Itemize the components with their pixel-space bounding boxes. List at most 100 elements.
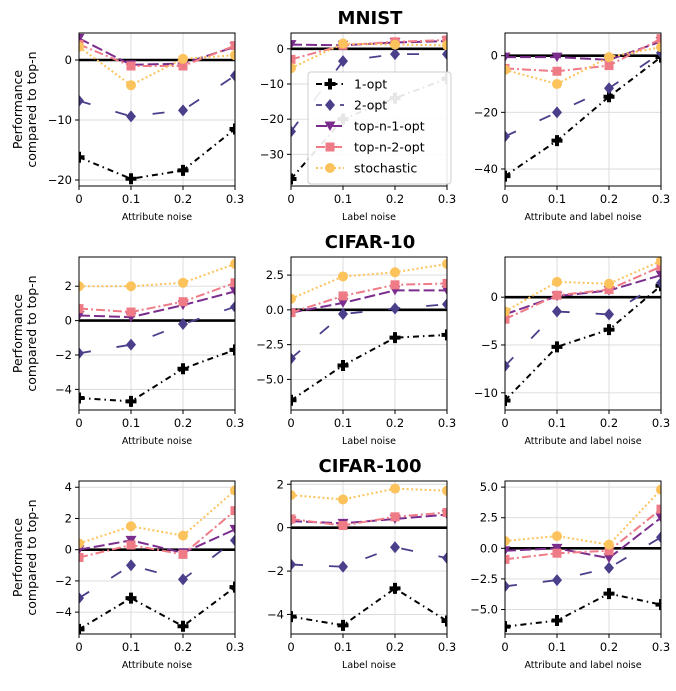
y-tick-label: −30: [260, 147, 284, 161]
chart-panel: 0 0.1 0.2 0.3 −10 −5 0 Attribute and label nois…: [474, 256, 670, 447]
data-point: [79, 347, 84, 360]
data-point: [656, 42, 661, 53]
x-tick-label: 0.2: [600, 192, 618, 206]
data-point: [126, 307, 136, 317]
y-tick-label: −20: [474, 105, 498, 119]
series-line: [505, 508, 661, 561]
series-line: [505, 40, 661, 61]
series-line: [79, 128, 235, 180]
data-point: [338, 291, 348, 301]
data-point: [390, 512, 400, 522]
x-tick-label: 0: [501, 640, 508, 654]
y-tick-label: −40: [474, 162, 498, 176]
data-point: [126, 559, 136, 572]
legend-label: 2-opt: [354, 98, 387, 113]
y-tick-label: 0: [277, 521, 284, 535]
series-line: [291, 546, 447, 568]
y-tick-label: 0: [65, 314, 72, 328]
data-point: [604, 561, 614, 574]
chart-panel: 0 0.1 0.2 0.3 −4 −2 0 2 4 Attribute noise: [55, 480, 244, 671]
data-point: [178, 104, 188, 117]
data-point: [505, 130, 510, 143]
y-tick-label: −10: [260, 77, 284, 91]
data-point: [551, 52, 563, 63]
data-point: [337, 359, 349, 371]
x-tick-label: 0: [501, 416, 508, 430]
y-tick-label: −2: [267, 564, 284, 578]
series-line: [79, 45, 235, 87]
y-tick-label: −4: [55, 605, 72, 619]
data-point: [229, 524, 235, 535]
y-axis-label: Performancecompared to top-n: [10, 51, 39, 167]
data-point: [551, 543, 563, 554]
y-axis-label-line: compared to top-n: [24, 275, 39, 391]
x-tick-label: 0.2: [174, 416, 192, 430]
series-line: [79, 290, 235, 319]
series-group: [291, 35, 447, 185]
data-point: [79, 281, 84, 292]
data-point: [552, 276, 562, 287]
data-point: [126, 281, 136, 292]
y-axis-label-line: compared to top-n: [24, 51, 39, 167]
data-point: [441, 285, 447, 296]
data-point: [604, 82, 614, 95]
series-line: [79, 305, 235, 355]
data-point: [442, 278, 447, 288]
x-tick-label: 0.3: [226, 640, 244, 654]
x-tick-label: 0.3: [438, 416, 456, 430]
data-point: [338, 38, 348, 49]
data-point: [338, 494, 348, 505]
x-axis-label: Attribute and label noise: [524, 660, 641, 671]
x-axis-label: Attribute and label noise: [524, 212, 641, 223]
x-tick-label: 0: [75, 640, 82, 654]
x-axis-label: Label noise: [342, 212, 396, 223]
series-line: [505, 592, 661, 628]
series-line: [79, 509, 235, 559]
data-point: [230, 258, 235, 269]
data-point: [178, 549, 188, 559]
x-tick-label: 0.1: [334, 192, 352, 206]
y-tick-label: 4: [65, 480, 72, 494]
chart-panel: 0 0.1 0.2 0.3 −40 −20 0 Attribute and label noi…: [474, 32, 670, 223]
x-tick-label: 0.1: [548, 640, 566, 654]
row-titles: MNIST CIFAR-10 CIFAR-100: [319, 8, 422, 477]
row-title: CIFAR-100: [319, 456, 422, 477]
data-point: [230, 506, 235, 516]
series-line: [505, 284, 661, 402]
data-point: [603, 91, 615, 103]
x-tick-label: 0.3: [652, 640, 670, 654]
data-point: [177, 620, 189, 632]
data-point: [441, 615, 447, 627]
data-point: [230, 41, 235, 51]
y-tick-label: −2: [55, 574, 72, 588]
data-point: [79, 623, 85, 634]
data-point: [551, 615, 563, 627]
plot-frame: [504, 32, 662, 187]
plot-frame: [78, 32, 236, 187]
series-line: [291, 262, 447, 300]
data-point: [291, 40, 297, 50]
x-tick-label: 0.1: [334, 416, 352, 430]
data-point: [505, 621, 511, 633]
y-tick-label: 0: [277, 42, 284, 56]
data-point: [604, 539, 614, 550]
data-point: [178, 318, 188, 331]
x-tick-label: 0: [75, 192, 82, 206]
chart-panel: 0 0.1 0.2 0.3 −5.0 −2.5 0.0 2.5 5.0 Attribute and…: [470, 480, 670, 671]
data-point: [604, 285, 614, 295]
x-tick-label: 0.3: [438, 640, 456, 654]
plot-frame: [290, 480, 448, 635]
series-line: [79, 348, 235, 403]
x-axis-label: Attribute noise: [122, 436, 192, 447]
series-line: [291, 333, 447, 402]
x-tick-label: 0.1: [122, 640, 140, 654]
data-point: [126, 540, 136, 550]
y-axis-label: Performancecompared to top-n: [10, 275, 39, 391]
data-point: [552, 548, 562, 558]
x-tick-label: 0: [287, 640, 294, 654]
series-line: [505, 56, 661, 177]
data-point: [291, 558, 296, 571]
series-line: [291, 282, 447, 314]
data-point: [656, 484, 661, 495]
data-point: [390, 267, 400, 278]
